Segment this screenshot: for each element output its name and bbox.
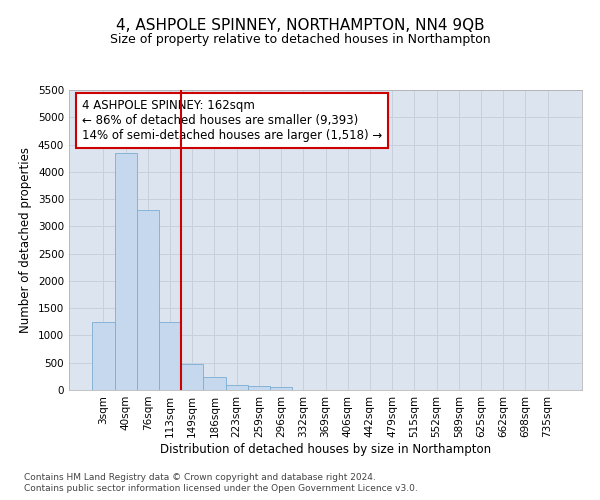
- Bar: [226, 384, 248, 390]
- Bar: [137, 210, 159, 390]
- Text: 4, ASHPOLE SPINNEY, NORTHAMPTON, NN4 9QB: 4, ASHPOLE SPINNEY, NORTHAMPTON, NN4 9QB: [116, 18, 484, 32]
- Y-axis label: Number of detached properties: Number of detached properties: [19, 147, 32, 333]
- Text: Size of property relative to detached houses in Northampton: Size of property relative to detached ho…: [110, 32, 490, 46]
- Bar: [248, 386, 270, 390]
- X-axis label: Distribution of detached houses by size in Northampton: Distribution of detached houses by size …: [160, 442, 491, 456]
- Text: Contains public sector information licensed under the Open Government Licence v3: Contains public sector information licen…: [24, 484, 418, 493]
- Text: 4 ASHPOLE SPINNEY: 162sqm
← 86% of detached houses are smaller (9,393)
14% of se: 4 ASHPOLE SPINNEY: 162sqm ← 86% of detac…: [82, 99, 382, 142]
- Text: Contains HM Land Registry data © Crown copyright and database right 2024.: Contains HM Land Registry data © Crown c…: [24, 472, 376, 482]
- Bar: [203, 378, 226, 390]
- Bar: [92, 322, 115, 390]
- Bar: [181, 364, 203, 390]
- Bar: [159, 322, 181, 390]
- Bar: [270, 388, 292, 390]
- Bar: [115, 152, 137, 390]
